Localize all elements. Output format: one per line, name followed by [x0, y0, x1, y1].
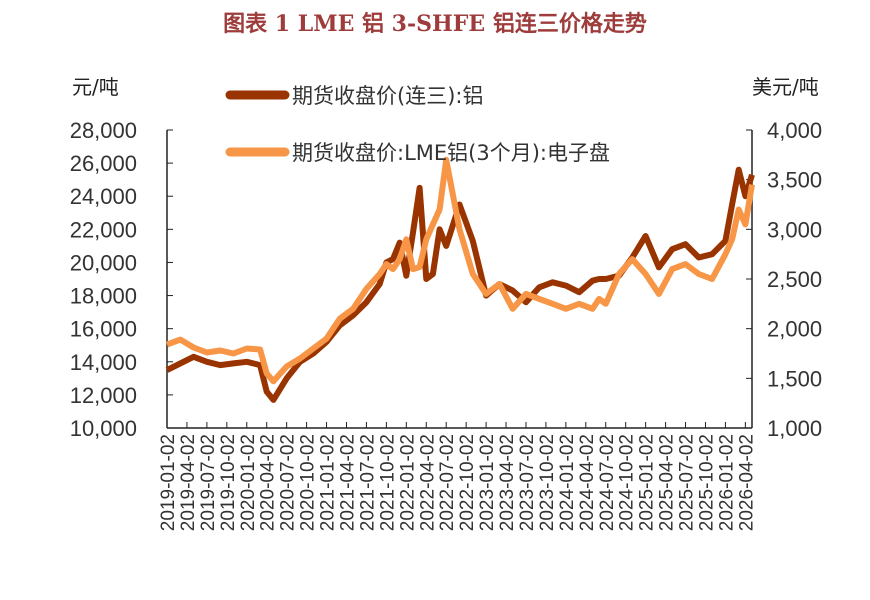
x-tick-label: 2024-10-02	[617, 434, 638, 531]
x-tick-label: 2023-07-02	[517, 434, 538, 531]
x-tick-label: 2024-01-02	[557, 434, 578, 531]
left-tick-label: 26,000	[70, 151, 137, 176]
right-tick-label: 2,000	[767, 317, 822, 342]
x-tick-label: 2026-01-02	[716, 434, 737, 531]
x-tick-label: 2021-04-02	[337, 434, 358, 531]
series-line-lme	[165, 156, 755, 385]
x-tick-label: 2024-04-02	[577, 434, 598, 531]
x-tick-label: 2025-04-02	[657, 434, 678, 531]
x-tick-label: 2019-07-02	[198, 434, 219, 531]
x-tick-label: 2020-10-02	[298, 434, 319, 531]
x-tick-label: 2022-10-02	[457, 434, 478, 531]
x-tick-label: 2026-04-02	[736, 434, 757, 531]
legend-label-lme: 期货收盘价:LME铝(3个月):电子盘	[292, 141, 610, 165]
legend: 期货收盘价(连三):铝 期货收盘价:LME铝(3个月):电子盘	[225, 84, 610, 165]
x-tick-label: 2025-07-02	[677, 434, 698, 531]
left-tick-label: 22,000	[70, 217, 137, 242]
x-tick-label: 2020-04-02	[258, 434, 279, 531]
x-tick-label: 2025-10-02	[696, 434, 717, 531]
x-tick-label: 2023-04-02	[497, 434, 518, 531]
x-tick-label: 2021-07-02	[357, 434, 378, 531]
left-tick-label: 16,000	[70, 317, 137, 342]
x-tick-label: 2021-01-02	[318, 434, 339, 531]
x-tick-label: 2019-01-02	[158, 434, 179, 531]
x-tick-label: 2021-10-02	[377, 434, 398, 531]
left-tick-label: 20,000	[70, 250, 137, 275]
left-tick-label: 10,000	[70, 416, 137, 441]
x-tick-label: 2025-01-02	[637, 434, 658, 531]
legend-label-shfe: 期货收盘价(连三):铝	[292, 84, 483, 108]
x-tick-label: 2019-10-02	[218, 434, 239, 531]
left-tick-label: 12,000	[70, 383, 137, 408]
x-tick-label: 2022-07-02	[437, 434, 458, 531]
right-tick-label: 2,500	[767, 267, 822, 292]
left-axis-unit: 元/吨	[72, 75, 119, 99]
x-tick-label: 2020-01-02	[238, 434, 259, 531]
left-tick-label: 14,000	[70, 350, 137, 375]
right-tick-label: 1,500	[767, 366, 822, 391]
right-tick-label: 3,000	[767, 217, 822, 242]
chart-title: 图表 1 LME 铝 3-SHFE 铝连三价格走势	[223, 11, 647, 37]
x-tick-label: 2022-01-02	[397, 434, 418, 531]
x-tick-label: 2020-07-02	[278, 434, 299, 531]
x-tick-label: 2024-07-02	[597, 434, 618, 531]
right-tick-label: 4,000	[767, 118, 822, 143]
x-tick-label: 2023-10-02	[537, 434, 558, 531]
right-tick-label: 3,500	[767, 168, 822, 193]
x-tick-label: 2019-04-02	[178, 434, 199, 531]
left-tick-label: 24,000	[70, 184, 137, 209]
x-tick-label: 2023-01-02	[477, 434, 498, 531]
left-tick-label: 18,000	[70, 284, 137, 309]
left-tick-label: 28,000	[70, 118, 137, 143]
right-tick-label: 1,000	[767, 416, 822, 441]
series-line-shfe	[165, 166, 755, 403]
right-axis-unit: 美元/吨	[752, 75, 819, 99]
x-tick-label: 2022-04-02	[417, 434, 438, 531]
